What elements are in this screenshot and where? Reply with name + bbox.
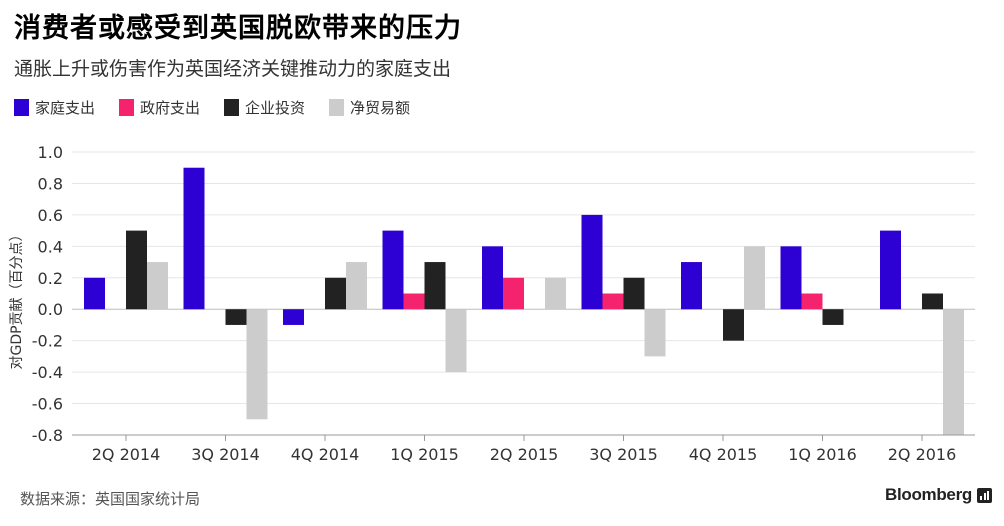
y-tick-label: 0.6	[38, 206, 63, 225]
y-tick-label: -0.6	[32, 395, 63, 414]
bar-household	[880, 230, 901, 310]
x-tick-label: 1Q 2016	[788, 445, 857, 464]
legend-swatch-government	[119, 98, 135, 116]
bar-business	[325, 277, 346, 310]
bar-household	[780, 246, 802, 310]
y-tick-label: 0.2	[38, 269, 63, 288]
bar-net-trade	[147, 262, 168, 310]
legend-item-household: 家庭支出	[14, 97, 95, 118]
y-tick-label: 0.0	[38, 300, 63, 319]
legend-label-business: 企业投资	[245, 98, 306, 117]
x-tick-label: 1Q 2015	[390, 445, 459, 464]
y-axis-label: 对GDP贡献（百分点）	[9, 227, 25, 369]
bar-government	[602, 293, 624, 310]
bar-business	[126, 230, 147, 310]
bar-household	[581, 214, 603, 310]
bar-government	[503, 277, 524, 310]
legend-swatch-net-trade	[329, 98, 345, 116]
x-tick-label: 4Q 2015	[689, 445, 758, 464]
y-tick-label: -0.8	[32, 426, 63, 445]
chart-title: 消费者或感受到英国脱欧带来的压力	[14, 13, 462, 44]
legend: 家庭支出 政府支出 企业投资 净贸易额	[14, 96, 434, 118]
bar-household	[681, 262, 702, 310]
bar-net-trade	[943, 309, 964, 435]
x-tick-label: 4Q 2014	[291, 445, 360, 464]
y-tick-label: -0.4	[32, 363, 63, 382]
bar-net-trade	[744, 246, 765, 310]
legend-label-government: 政府支出	[140, 98, 201, 117]
bar-business	[623, 277, 645, 310]
bar-government	[403, 293, 425, 310]
bar-business	[424, 262, 446, 310]
y-tick-label: 0.4	[38, 237, 63, 256]
legend-item-government: 政府支出	[119, 97, 200, 118]
bar-net-trade	[445, 309, 467, 373]
legend-label-household: 家庭支出	[35, 98, 96, 117]
legend-item-net-trade: 净贸易额	[329, 97, 410, 118]
bar-government	[801, 293, 823, 310]
y-tick-label: 1.0	[38, 143, 63, 162]
bar-business	[922, 293, 943, 310]
y-tick-label: 0.8	[38, 174, 63, 193]
x-tick-label: 2Q 2015	[490, 445, 559, 464]
y-tick-label: -0.2	[32, 332, 63, 351]
legend-swatch-business	[224, 98, 240, 116]
source-note: 数据来源：英国国家统计局	[20, 490, 201, 508]
bloomberg-chart-icon	[977, 487, 992, 503]
bar-net-trade	[246, 309, 268, 420]
bar-net-trade	[346, 262, 367, 310]
bar-household	[183, 167, 205, 310]
bar-net-trade	[545, 277, 566, 310]
x-tick-label: 3Q 2015	[589, 445, 658, 464]
legend-item-business: 企业投资	[224, 97, 305, 118]
bar-household	[84, 277, 105, 310]
x-tick-label: 3Q 2014	[191, 445, 260, 464]
legend-label-net-trade: 净贸易额	[350, 98, 411, 117]
legend-swatch-household	[14, 98, 29, 116]
bar-business	[723, 309, 744, 341]
brand-name: Bloomberg	[884, 485, 972, 504]
chart-subtitle: 通胀上升或伤害作为英国经济关键推动力的家庭支出	[14, 58, 452, 80]
bar-household	[382, 230, 404, 310]
bar-business	[822, 309, 844, 325]
x-tick-label: 2Q 2016	[888, 445, 957, 464]
brand-logo: Bloomberg	[885, 485, 992, 505]
x-tick-label: 2Q 2014	[92, 445, 161, 464]
bar-household	[283, 309, 304, 325]
bar-business	[225, 309, 247, 325]
bar-household	[482, 246, 503, 310]
bar-net-trade	[644, 309, 666, 357]
